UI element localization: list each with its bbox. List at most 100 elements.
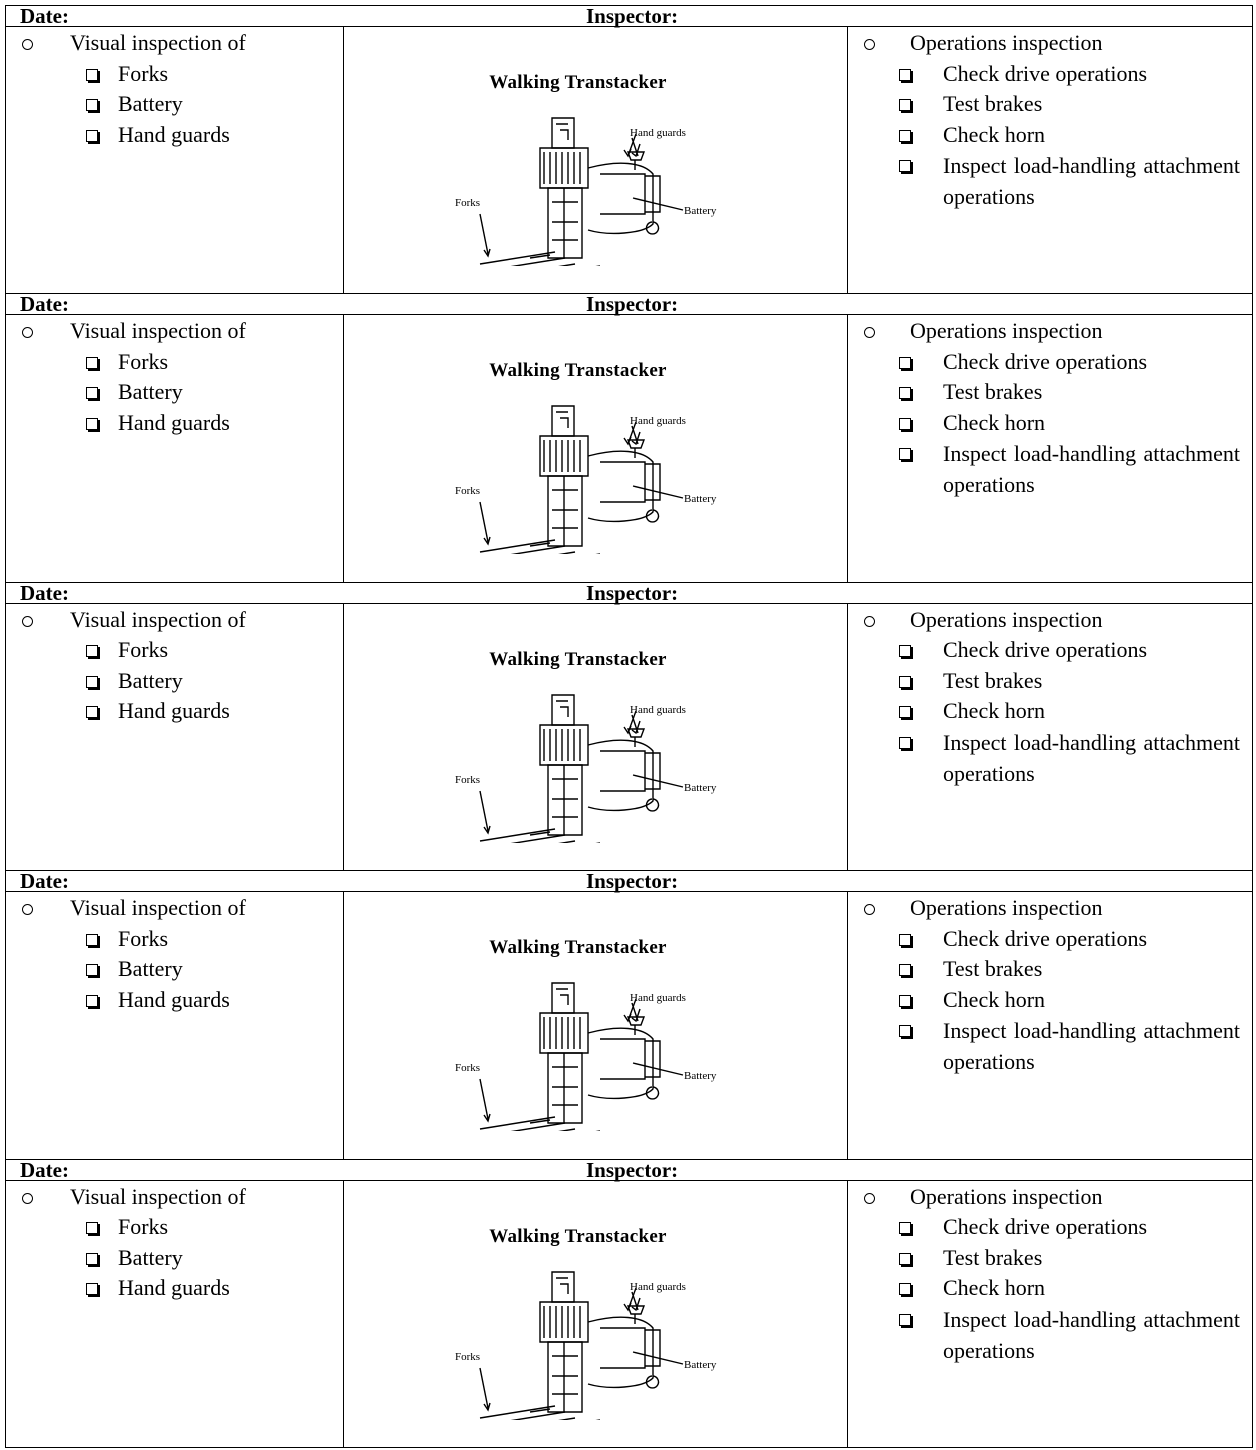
drawing-stroke [626,1016,646,1026]
drawing-stroke [543,1305,581,1338]
list-item: Check drive operations [943,925,1148,951]
illustration: Walking Transtacker Hand guards Forks Batte… [455,649,717,843]
list-heading: Operations inspection [910,895,1103,921]
list-item: Battery [118,667,183,693]
inspector-label: Inspector: [586,869,679,894]
checkbox [899,706,911,719]
drawing-stroke [547,187,583,259]
drawing-stroke [556,1276,569,1294]
list-item: Check horn [943,121,1046,147]
drawing-stroke [479,790,491,835]
forklift-drawing [479,1270,684,1420]
checkbox [86,417,98,430]
list-item: Check drive operations [943,60,1148,86]
drawing-stroke [551,694,575,726]
bullet [864,39,875,50]
checkbox [86,645,98,658]
cell [847,1179,1253,1448]
drawing-stroke [600,1326,646,1369]
checkbox [899,356,911,369]
drawing-stroke [551,982,575,1014]
list-heading: Visual inspection of [70,1183,246,1209]
drawing-stroke [632,1062,684,1076]
drawing-stroke [623,133,637,158]
drawing-stroke [551,117,575,149]
list-item: Inspect load-handling attachment operati… [943,729,1240,786]
checkbox [899,645,911,658]
drawing-stroke [543,1017,581,1050]
list-item: Check horn [943,698,1046,724]
list-item: Forks [118,925,169,951]
cell [5,891,344,1160]
drawing-stroke [479,213,491,258]
checkbox [899,933,911,946]
checkbox [899,160,911,172]
checkbox [899,448,911,461]
drawing-stroke [551,405,575,438]
list-item: Inspect load-handling attachment operati… [943,441,1240,498]
checkbox [86,994,98,1007]
checkbox [86,933,98,946]
bullet [864,904,875,916]
drawing-stroke [547,475,583,548]
list-item: Inspect load-handling attachment operati… [943,1018,1240,1075]
cell [5,602,344,872]
drawing-stroke [645,509,660,524]
drawing-stroke [623,1287,637,1312]
drawing-stroke [479,1404,600,1420]
cell [5,1179,344,1448]
list-item: Check drive operations [943,637,1148,663]
drawing-stroke [547,1052,583,1124]
drawing-stroke [543,440,581,473]
checkbox [899,417,911,430]
drawing-stroke [626,728,646,738]
checkbox [86,1252,98,1265]
drawing-stroke [479,251,600,266]
drawing-stroke [543,152,581,184]
inspector-label: Inspector: [586,292,679,317]
figure-label: Hand guards [630,1281,686,1293]
figure-title: Walking Transtacker [489,1226,667,1247]
forklift-drawing [479,982,684,1132]
checkbox [86,675,98,688]
list-heading: Visual inspection of [70,606,246,632]
bullet [22,327,33,339]
date-label: Date: [20,1157,69,1182]
illustration: Walking Transtacker Hand guards Forks Batte… [455,360,717,555]
list-item: Battery [118,91,183,116]
figure-label: Forks [455,774,480,786]
drawing-stroke [552,764,578,835]
inspector-label: Inspector: [586,4,679,28]
drawing-stroke [479,539,600,555]
forklift-drawing [479,694,684,843]
figure-title: Walking Transtacker [489,937,667,958]
drawing-stroke [587,162,654,235]
forklift-drawing [479,117,684,266]
drawing-stroke [552,1053,578,1124]
checkbox [899,1252,911,1265]
drawing-stroke [552,1341,578,1412]
drawing-stroke [539,724,589,766]
drawing-stroke [479,1367,491,1412]
date-label: Date: [20,4,69,28]
list-item: Hand guards [118,121,230,147]
drawing-stroke [626,1304,646,1315]
list-item: Check horn [943,1275,1046,1301]
drawing-stroke [645,1374,660,1389]
checkbox [86,99,98,111]
list-item: Check horn [943,409,1046,435]
checkbox [899,68,911,81]
figure-label: Hand guards [630,127,686,139]
drawing-stroke [632,197,684,211]
checkbox [899,99,911,111]
date-label: Date: [20,580,69,605]
drawing-stroke [479,1116,600,1132]
list-item: Check drive operations [943,348,1148,374]
drawing-stroke [632,1350,684,1365]
drawing-stroke [587,739,654,811]
drawing-stroke [645,798,660,812]
drawing-stroke [645,175,661,213]
list-item: Inspect load-handling attachment operati… [943,153,1240,209]
checkbox [86,356,98,369]
checkbox [899,1283,911,1296]
